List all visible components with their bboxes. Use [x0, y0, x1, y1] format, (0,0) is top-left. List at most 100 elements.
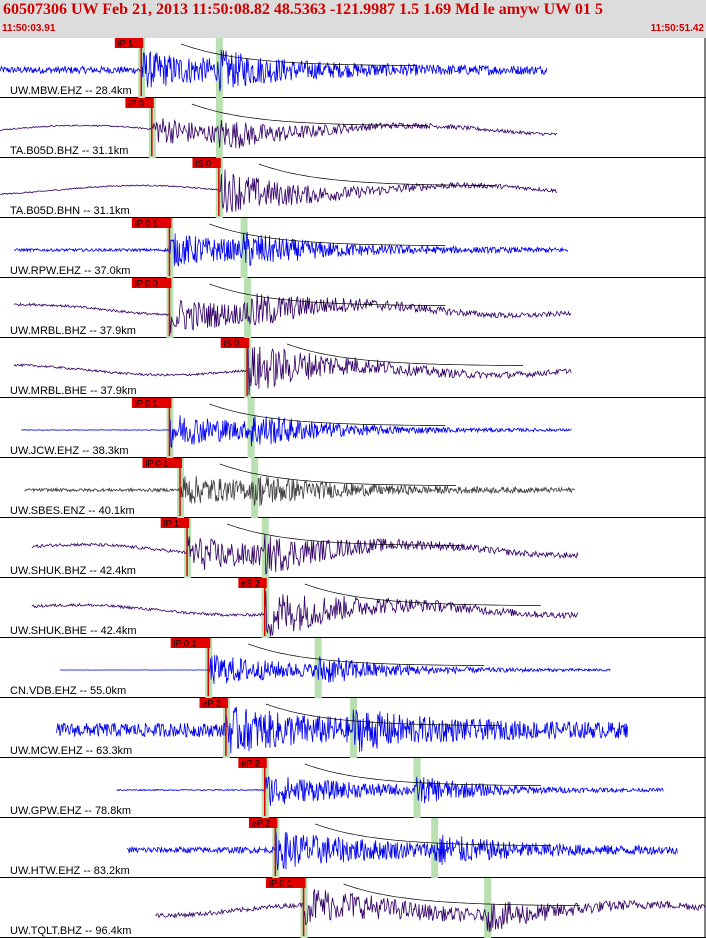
s-arrival-band: [484, 878, 492, 938]
pick-label: iP 0 1: [135, 219, 158, 229]
station-label: UW.JCW.EHZ -- 38.3km: [10, 445, 129, 457]
pick-label: eP 2: [203, 699, 221, 709]
trace-row: eP 2 UW.GPW.EHZ -- 78.8km: [0, 758, 706, 818]
station-label: UW.MBW.EHZ -- 28.4km: [10, 85, 132, 97]
station-label: UW.GPW.EHZ -- 78.8km: [10, 805, 131, 817]
coda-curve: [286, 343, 524, 366]
waveform: [59, 654, 611, 685]
pick-label-box: [142, 458, 183, 468]
pick-label: iP 1: [118, 39, 133, 49]
coda-curve: [209, 283, 446, 306]
waveform: [31, 534, 579, 575]
pick-label-box: [131, 278, 172, 288]
station-label: TA.B05D.BHZ -- 31.1km: [10, 145, 128, 157]
waveform: [126, 830, 678, 871]
coda-curve: [265, 703, 502, 726]
coda-curve: [219, 463, 457, 486]
coda-curve: [191, 103, 428, 126]
coda-curve: [209, 223, 446, 246]
pick-label-box: [192, 158, 221, 168]
station-label: UW.SHUK.BHZ -- 42.4km: [10, 565, 136, 577]
pick-label: iP 0 1: [174, 639, 197, 649]
pick-label-box: [238, 578, 267, 588]
pick-label: iP 0 1: [145, 459, 168, 469]
waveform: [0, 49, 548, 92]
pick-label-box: [131, 218, 172, 228]
station-label: UW.TQLT.BHZ -- 96.4km: [10, 925, 131, 937]
coda-curve: [181, 43, 418, 66]
pick-label-box: [125, 98, 154, 108]
trace-row: iS 0 UW.MRBL.BHE -- 37.9km: [0, 338, 706, 398]
station-label: TA.B05D.BHN -- 31.1km: [10, 205, 130, 217]
coda-curve: [209, 403, 446, 426]
coda-curve: [315, 823, 552, 846]
coda-curve: [304, 763, 541, 786]
s-arrival-band: [247, 398, 255, 458]
station-label: CN.VDB.EHZ -- 55.0km: [10, 685, 126, 697]
trace-row: iP 0 1 UW.JCW.EHZ -- 38.3km: [0, 398, 706, 458]
station-label: UW.SBES.ENZ -- 40.1km: [10, 505, 135, 517]
pick-label: iP 0 1: [135, 399, 158, 409]
pick-label: iS 0: [224, 339, 240, 349]
station-label: UW.MRBL.BHZ -- 37.9km: [10, 325, 136, 337]
waveform: [0, 169, 558, 213]
waveform: [13, 346, 572, 396]
trace-row: iP 0 0 UW.MRBL.BHZ -- 37.9km: [0, 278, 706, 338]
waveform: [56, 706, 629, 754]
trace-row: iP 1 UW.MBW.EHZ -- 28.4km: [0, 38, 706, 98]
pick-label-box: [265, 878, 306, 888]
pick-label: iP 1: [164, 519, 179, 529]
s-arrival-band: [350, 698, 357, 758]
station-label: UW.HTW.EHZ -- 83.2km: [10, 865, 130, 877]
s-arrival-band: [314, 638, 322, 698]
waveform: [116, 776, 664, 806]
s-arrival-band: [215, 38, 223, 98]
s-arrival-band: [215, 98, 223, 158]
pick-label: iS 0: [195, 159, 211, 169]
trace-row: eP 2 UW.MCW.EHZ -- 63.3km: [0, 698, 706, 758]
pick-label: eS 2: [241, 579, 260, 589]
waveform: [31, 591, 579, 637]
pick-label-box: [160, 518, 190, 528]
trace-row: iP 0 1 UW.RPW.EHZ -- 37.0km: [0, 218, 706, 278]
pick-label: eP 2: [252, 819, 270, 829]
seismogram-plot: iP 1 UW.MBW.EHZ -- 28.4km iP 0 TA.B05D.BHZ …: [0, 38, 706, 938]
pick-label-box: [238, 758, 267, 768]
s-arrival-band: [251, 458, 259, 518]
station-label: UW.RPW.EHZ -- 37.0km: [10, 265, 130, 277]
coda-curve: [226, 523, 464, 546]
coda-curve: [258, 163, 495, 186]
pick-label-box: [131, 398, 172, 408]
trace-row: iP 0 1 UW.SBES.ENZ -- 40.1km: [0, 458, 706, 518]
station-label: UW.SHUK.BHE -- 42.4km: [10, 625, 137, 637]
pick-label-box: [248, 818, 278, 828]
pick-label-box: [170, 638, 211, 648]
waveform: [21, 415, 572, 449]
coda-curve: [248, 643, 485, 666]
station-label: UW.MCW.EHZ -- 63.3km: [10, 745, 132, 757]
station-label: UW.MRBL.BHE -- 37.9km: [10, 385, 137, 397]
trace-row: iP 1 UW.SHUK.BHZ -- 42.4km: [0, 518, 706, 578]
waveform: [24, 475, 576, 507]
trace-row: iP 0 1 CN.VDB.EHZ -- 55.0km: [0, 638, 706, 698]
pick-label: eP 2: [241, 759, 259, 769]
pick-label: iP 0 1: [269, 879, 292, 889]
waveform: [0, 118, 558, 149]
event-title: 60507306 UW Feb 21, 2013 11:50:08.82 48.…: [3, 1, 603, 18]
pick-label-box: [220, 338, 250, 348]
trace-row: iP 0 1 UW.TQLT.BHZ -- 96.4km: [0, 878, 706, 938]
pick-label: iP 0: [128, 99, 143, 109]
waveform: [13, 232, 569, 267]
event-header: 60507306 UW Feb 21, 2013 11:50:08.82 48.…: [0, 0, 706, 38]
trace-row: eS 2 UW.SHUK.BHE -- 42.4km: [0, 578, 706, 638]
trace-row: iS 0 TA.B05D.BHN -- 31.1km: [0, 158, 706, 218]
end-time-label: 11:50:51.42: [650, 23, 704, 34]
coda-curve: [343, 883, 580, 906]
s-arrival-band: [413, 758, 421, 818]
waveform: [155, 889, 706, 932]
pick-label-box: [114, 38, 144, 48]
coda-curve: [304, 583, 541, 606]
pick-label-box: [199, 698, 228, 708]
pick-label: iP 0 0: [135, 279, 158, 289]
waveform: [13, 293, 572, 334]
